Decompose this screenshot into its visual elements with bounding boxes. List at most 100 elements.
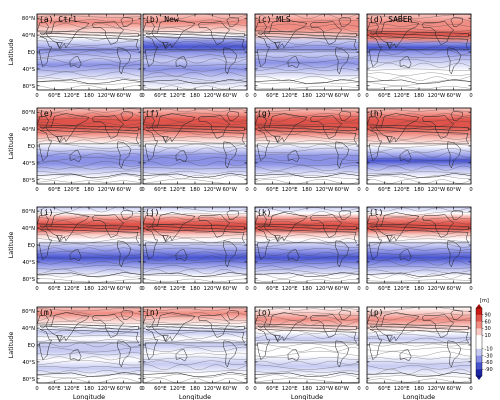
contour-line [37, 64, 141, 67]
x-tick-label: 60°W [447, 93, 461, 99]
x-tick-label: 180 [302, 93, 312, 99]
coastline [143, 116, 245, 132]
contour-line [255, 374, 359, 378]
x-tick-label: 120°W [316, 286, 334, 292]
contour-line [143, 377, 247, 383]
contour-line [143, 224, 247, 231]
contour-line [367, 161, 471, 166]
coastline [367, 372, 471, 377]
contour-line [37, 257, 141, 260]
panel-label: (d) SABER [369, 15, 413, 24]
contour-line [143, 122, 247, 126]
contour-line [367, 27, 471, 32]
colorbar-bin [476, 308, 482, 315]
x-tick-label: 0 [139, 93, 142, 99]
x-tick-label: 60°E [48, 386, 60, 392]
contour-line [37, 170, 141, 175]
contour-line [37, 342, 141, 348]
x-tick-label: 60°E [154, 93, 166, 99]
contour-line [37, 160, 141, 167]
coastline [255, 173, 359, 178]
panel-label: (o) [257, 308, 271, 317]
contour-line [37, 321, 141, 325]
coastline [367, 173, 471, 178]
panel-label: (b) New [145, 15, 179, 24]
contour-line [255, 41, 359, 45]
x-tick-label: 0 [141, 187, 144, 193]
contour-line [143, 153, 247, 157]
contour-line [143, 346, 247, 352]
contour-line [37, 40, 141, 46]
coastline [39, 130, 140, 162]
contour-line [255, 360, 359, 365]
coastline [162, 335, 169, 343]
contour-line [37, 251, 141, 257]
contour-line [143, 360, 247, 365]
x-tick-label: 120°E [282, 93, 298, 99]
contour-line [255, 265, 359, 269]
contour-line [255, 45, 359, 51]
coastline [287, 249, 300, 262]
x-tick-label: 0 [245, 93, 248, 99]
contour-line [255, 255, 359, 261]
contour-line [143, 174, 247, 180]
panel-label: (j) [145, 208, 159, 217]
x-tick-label: 60°E [266, 187, 278, 193]
coastline [151, 19, 196, 50]
coastline [263, 212, 308, 243]
x-tick-label: 120°E [170, 386, 186, 392]
field-shading [367, 108, 471, 184]
y-axis-label: Latitude [7, 39, 15, 66]
contour-line [255, 220, 359, 225]
colorbar-bin [476, 348, 482, 356]
contour-line [143, 147, 247, 154]
colorbar-top-arrow [476, 304, 482, 308]
coastline [45, 312, 90, 343]
contour-line [367, 113, 471, 117]
contour-line [367, 152, 471, 158]
coastline [92, 214, 125, 238]
contour-line [143, 126, 247, 131]
coastline [399, 349, 412, 362]
y-tick-label: 80°N [22, 110, 35, 116]
contour-line [255, 62, 359, 69]
coastline [45, 113, 90, 144]
x-tick-label: 0 [141, 286, 144, 292]
contour-line [367, 347, 471, 352]
contour-line [143, 220, 247, 226]
coastline [310, 314, 343, 338]
coastline [422, 214, 455, 238]
contour-line [37, 261, 141, 265]
contour-line [143, 178, 247, 184]
map-panel: (p) 0 60°E 120°E 180 120°W 60°W 0 Longitude [365, 306, 473, 400]
contour-line [255, 273, 359, 279]
contour-line [143, 81, 247, 85]
coastline [92, 21, 125, 45]
x-tick-label: 0 [245, 187, 248, 193]
x-tick-label: 120°E [394, 286, 410, 292]
coastline [37, 272, 141, 277]
coastline [37, 215, 139, 231]
panel-label: (f) [145, 109, 159, 118]
x-tick-label: 120°W [316, 187, 334, 193]
contour-line [367, 221, 471, 225]
x-tick-label: 0 [139, 386, 142, 392]
coastline [117, 240, 132, 268]
map-panel: (g) 0 60°E 120°E 180 120°W 60°W 0 [253, 107, 361, 193]
coastline [335, 47, 350, 75]
y-tick-label: 40°N [22, 127, 35, 133]
contour-line [143, 261, 247, 265]
contour-line [367, 343, 471, 347]
coastline [145, 229, 246, 261]
contour-line [367, 130, 471, 135]
coastline [367, 116, 469, 132]
y-tick-label: 40°S [23, 260, 36, 266]
coastline [56, 42, 63, 50]
contour-line [37, 356, 141, 361]
contour-line [143, 269, 247, 275]
x-tick-label: 180 [414, 93, 424, 99]
x-tick-label: 120°W [204, 386, 222, 392]
coastline [287, 349, 300, 362]
coastline [386, 136, 393, 144]
colorbar-bin [476, 314, 482, 322]
